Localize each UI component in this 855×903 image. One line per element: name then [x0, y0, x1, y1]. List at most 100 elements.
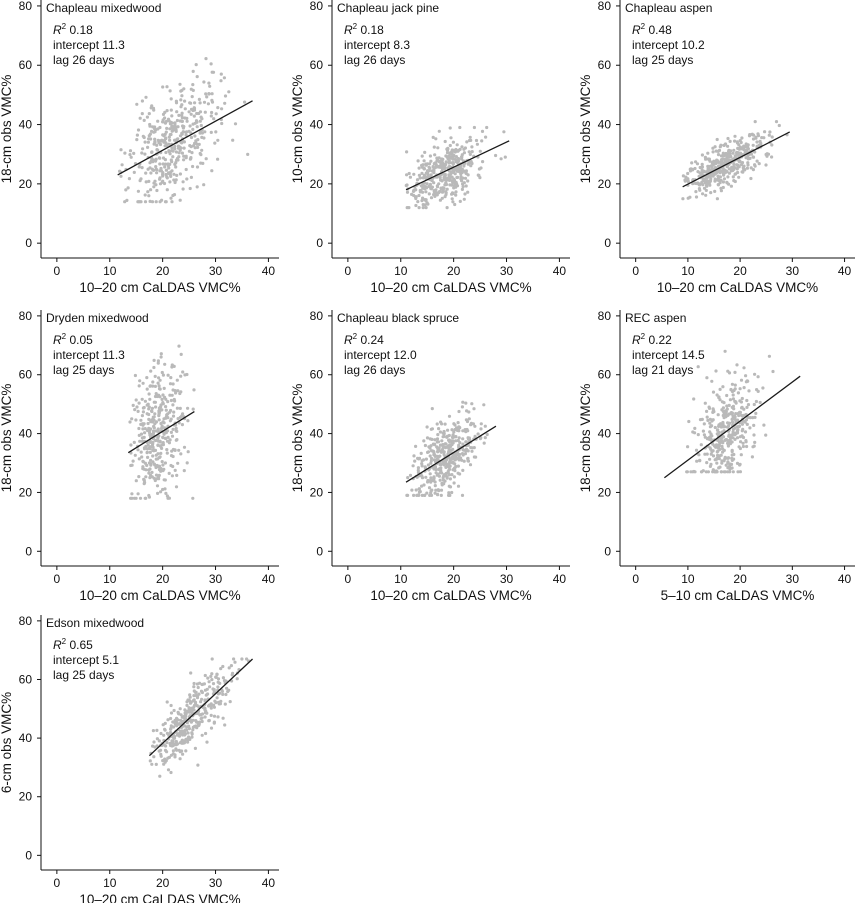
scatter-point — [745, 379, 749, 383]
scatter-point — [738, 410, 742, 414]
scatter-point — [170, 124, 174, 128]
scatter-point — [444, 162, 448, 167]
scatter-point — [198, 110, 203, 114]
scatter-point — [738, 387, 742, 391]
scatter-point — [464, 169, 468, 173]
scatter-point — [433, 442, 437, 446]
scatter-point — [194, 63, 198, 67]
scatter-point — [139, 418, 143, 422]
scatter-point — [736, 170, 740, 175]
scatter-point — [144, 180, 148, 184]
scatter-point — [429, 159, 433, 163]
scatter-point — [196, 138, 200, 142]
scatter-point — [755, 159, 759, 163]
scatter-point — [722, 177, 727, 181]
scatter-point — [725, 404, 729, 408]
scatter-point — [178, 406, 182, 410]
scatter-point — [192, 106, 196, 110]
scatter-point — [183, 107, 187, 111]
scatter-point — [462, 151, 466, 155]
scatter-point — [131, 403, 135, 407]
scatter-point — [209, 706, 213, 710]
scatter-point — [413, 188, 417, 192]
scatter-point — [140, 166, 144, 170]
scatter-point — [219, 79, 223, 83]
scatter-point — [179, 374, 183, 378]
scatter-point — [186, 698, 190, 702]
scatter-point — [449, 156, 453, 160]
scatter-point — [168, 419, 172, 423]
scatter-point — [408, 473, 413, 477]
scatter-point — [195, 75, 199, 79]
scatter-point — [423, 198, 427, 202]
scatter-point — [727, 148, 731, 152]
scatter-point — [445, 476, 449, 480]
scatter-point — [169, 770, 173, 775]
scatter-point — [159, 490, 163, 494]
scatter-point — [405, 173, 409, 177]
scatter-point — [133, 373, 137, 378]
scatter-point — [165, 451, 169, 455]
scatter-point — [157, 468, 162, 472]
scatter-point — [430, 437, 434, 441]
scatter-point — [182, 445, 187, 449]
scatter-point — [158, 774, 162, 778]
scatter-point — [692, 397, 696, 401]
scatter-point — [193, 746, 197, 751]
scatter-point — [734, 412, 738, 416]
scatter-point — [693, 166, 697, 171]
scatter-point — [176, 461, 180, 465]
scatter-point — [203, 715, 207, 719]
scatter-point — [705, 415, 709, 419]
scatter-point — [201, 682, 205, 686]
scatter-point — [120, 163, 124, 167]
scatter-point — [444, 459, 448, 463]
scatter-point — [157, 473, 161, 477]
scatter-point — [162, 134, 166, 138]
scatter-point — [458, 125, 462, 130]
scatter-point — [474, 138, 479, 143]
scatter-point — [171, 382, 175, 386]
scatter-point — [415, 178, 420, 182]
scatter-point — [193, 134, 197, 138]
scatter-point — [729, 169, 733, 173]
scatter-point — [175, 406, 179, 410]
scatter-point — [146, 455, 150, 459]
panel-title: Chapleau aspen — [625, 1, 712, 15]
x-tick-label: 30 — [209, 572, 223, 586]
scatter-point — [693, 181, 698, 185]
scatter-point — [464, 418, 468, 422]
scatter-point — [198, 713, 202, 717]
r-squared-annotation: R2 0.05 — [53, 332, 93, 347]
scatter-point — [145, 412, 149, 416]
x-tick-label: 40 — [838, 572, 852, 586]
scatter-point — [756, 375, 760, 379]
scatter-point — [430, 407, 434, 411]
scatter-point — [733, 414, 737, 418]
scatter-point — [447, 491, 451, 495]
scatter-point — [165, 731, 169, 736]
scatter-point — [420, 163, 424, 168]
scatter-point — [141, 460, 145, 464]
x-tick-label: 0 — [345, 572, 352, 586]
scatter-point — [714, 178, 719, 182]
scatter-point — [735, 436, 740, 440]
scatter-point — [755, 140, 759, 144]
panel-title: Dryden mixedwood — [46, 311, 149, 325]
scatter-point — [178, 750, 182, 754]
scatter-point — [158, 176, 162, 180]
scatter-point — [148, 122, 152, 127]
scatter-point — [167, 149, 171, 153]
scatter-point — [454, 168, 458, 172]
scatter-point — [440, 422, 444, 426]
scatter-point — [424, 190, 428, 194]
scatter-point — [183, 739, 187, 743]
scatter-point — [753, 150, 757, 154]
scatter-point — [171, 749, 175, 753]
scatter-point — [140, 414, 144, 418]
scatter-point — [202, 80, 206, 84]
y-tick-label: 40 — [19, 731, 33, 745]
scatter-point — [160, 370, 164, 375]
scatter-point — [149, 188, 153, 192]
scatter-point — [214, 675, 218, 680]
